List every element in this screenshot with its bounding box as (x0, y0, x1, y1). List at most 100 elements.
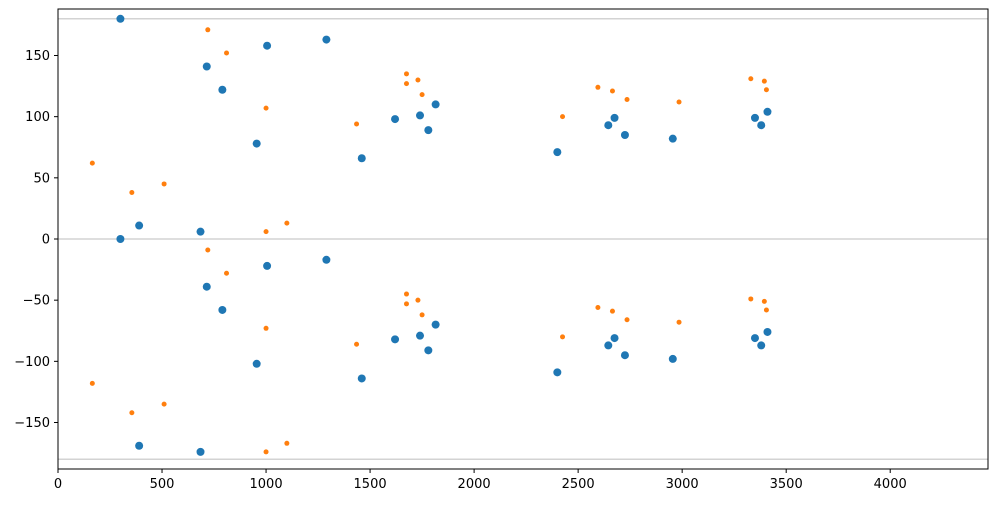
data-point (595, 305, 601, 311)
y-tick-label: −50 (23, 294, 50, 309)
x-tick-label: 2000 (458, 477, 491, 492)
data-point (357, 374, 366, 383)
data-point (263, 229, 269, 235)
y-tick-label: −100 (14, 355, 50, 370)
data-point (604, 341, 613, 350)
y-axis: −150 −100 −50 0 50 100 150 (14, 49, 58, 431)
data-point (89, 380, 95, 386)
y-tick-label: 100 (25, 110, 50, 125)
series-layer (89, 14, 772, 456)
data-point (263, 325, 269, 331)
x-tick-label: 0 (54, 477, 62, 492)
data-point (224, 50, 230, 56)
data-point (610, 334, 619, 343)
x-tick-label: 2500 (562, 477, 595, 492)
data-point (609, 88, 615, 94)
data-point (424, 346, 433, 355)
data-point (252, 359, 261, 368)
data-point (354, 341, 360, 347)
data-point (196, 447, 205, 456)
data-point (620, 351, 629, 360)
x-tick-label: 3500 (770, 477, 803, 492)
data-point (322, 35, 331, 44)
data-point (415, 77, 421, 83)
data-point (748, 296, 754, 302)
data-point (750, 113, 759, 122)
data-point (624, 317, 630, 323)
data-point (403, 71, 409, 77)
data-point (354, 121, 360, 127)
data-point (610, 113, 619, 122)
data-point (604, 121, 613, 130)
data-point (553, 148, 562, 157)
series-2 (89, 27, 769, 455)
x-tick-label: 1500 (354, 477, 387, 492)
data-point (403, 291, 409, 297)
data-point (135, 441, 144, 450)
x-tick-label: 3000 (666, 477, 699, 492)
data-point (89, 160, 95, 166)
data-point (218, 305, 227, 314)
x-axis: 0 500 1000 1500 2000 2500 3000 3500 4000 (54, 469, 907, 492)
data-point (668, 354, 677, 363)
y-tick-label: 0 (42, 233, 50, 248)
data-point (391, 335, 400, 344)
data-point (757, 121, 766, 130)
data-point (129, 190, 135, 196)
data-point (761, 78, 767, 84)
data-point (595, 84, 601, 90)
data-point (391, 115, 400, 124)
data-point (757, 341, 766, 350)
data-point (763, 327, 772, 336)
data-point (676, 99, 682, 105)
y-tick-label: −150 (14, 416, 50, 431)
data-point (357, 154, 366, 163)
data-point (202, 62, 211, 71)
data-point (403, 81, 409, 87)
data-point (116, 235, 125, 243)
data-point (750, 334, 759, 343)
data-point (620, 131, 629, 140)
data-point (560, 114, 566, 120)
data-point (431, 100, 440, 109)
data-point (263, 261, 272, 270)
data-point (263, 41, 272, 50)
x-tick-label: 1000 (250, 477, 283, 492)
data-point (763, 307, 769, 313)
series-1 (116, 14, 772, 456)
data-point (284, 440, 290, 446)
data-point (624, 97, 630, 103)
data-point (205, 27, 211, 33)
data-point (676, 319, 682, 325)
data-point (431, 320, 440, 329)
y-tick-label: 50 (33, 171, 50, 186)
data-point (129, 410, 135, 416)
data-point (416, 111, 425, 120)
data-point (424, 126, 433, 135)
data-point (135, 221, 144, 230)
data-point (609, 308, 615, 314)
data-point (748, 76, 754, 82)
data-point (161, 401, 167, 407)
data-point (161, 181, 167, 187)
x-tick-label: 500 (150, 477, 175, 492)
data-point (553, 368, 562, 377)
data-point (218, 85, 227, 94)
data-point (263, 449, 269, 455)
data-point (763, 87, 769, 93)
data-point (415, 297, 421, 303)
data-point (252, 139, 261, 148)
y-tick-label: 150 (25, 49, 50, 64)
reference-lines (58, 18, 988, 460)
data-point (419, 312, 425, 318)
data-point (668, 134, 677, 143)
data-point (196, 227, 205, 236)
data-point (116, 14, 125, 23)
x-tick-label: 4000 (874, 477, 907, 492)
data-point (322, 255, 331, 264)
data-point (205, 247, 211, 253)
data-point (263, 105, 269, 111)
data-point (202, 282, 211, 291)
data-point (284, 220, 290, 226)
